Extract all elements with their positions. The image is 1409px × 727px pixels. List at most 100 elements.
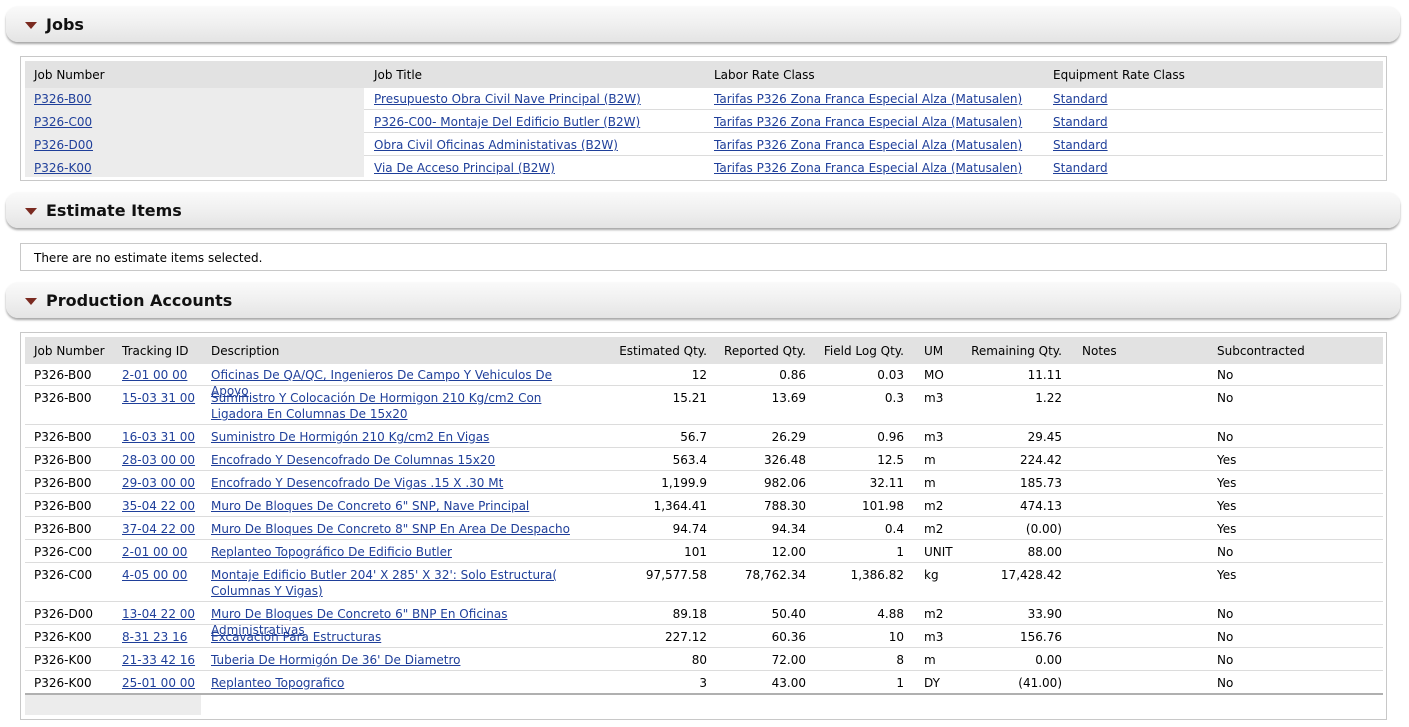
- pa-cell-description-link[interactable]: Oficinas De QA/QC, Ingenieros De Campo Y…: [211, 368, 553, 398]
- production-accounts-section-header[interactable]: Production Accounts: [6, 282, 1400, 318]
- estimate-items-empty-message: There are no estimate items selected.: [34, 251, 263, 265]
- production-accounts-section-title: Production Accounts: [46, 291, 233, 310]
- pa-cell-description-link[interactable]: Suministro De Hormigón 210 Kg/cm2 En Vig…: [211, 430, 490, 444]
- jobs-cell-job-title-link[interactable]: P326-C00- Montaje Del Edificio Butler (B…: [374, 115, 641, 129]
- pa-cell-reported-qty: 13.69: [771, 391, 806, 405]
- jobs-cell-job-title-link[interactable]: Presupuesto Obra Civil Nave Principal (B…: [374, 92, 641, 106]
- pa-row-divider: [25, 539, 1383, 540]
- pa-row-divider: [25, 624, 1383, 625]
- pa-cell-um: m2: [924, 499, 944, 513]
- pa-cell-description-link[interactable]: Muro De Bloques De Concreto 6" BNP En Of…: [211, 607, 508, 637]
- jobs-cell-equipment-rate-class-link[interactable]: Standard: [1053, 161, 1108, 175]
- pa-cell-job-number: P326-K00: [34, 676, 92, 690]
- pa-row-divider: [25, 693, 1383, 695]
- jobs-section-header[interactable]: Jobs: [6, 6, 1400, 42]
- jobs-section-title: Jobs: [46, 15, 84, 34]
- pa-cell-um: MO: [924, 368, 944, 382]
- pa-cell-description-link[interactable]: Muro De Bloques De Concreto 8" SNP En Ar…: [211, 522, 570, 536]
- pa-cell-tracking-id-link[interactable]: 29-03 00 00: [122, 476, 196, 490]
- pa-cell-description-link[interactable]: Muro De Bloques De Concreto 6" SNP, Nave…: [211, 499, 530, 513]
- jobs-cell-labor-rate-class-link[interactable]: Tarifas P326 Zona Franca Especial Alza (…: [714, 161, 1023, 175]
- pa-cell-remaining-qty: 88.00: [1027, 545, 1062, 559]
- jobs-header-equipment-rate-class: Equipment Rate Class: [1053, 68, 1185, 82]
- pa-cell-tracking-id-link[interactable]: 25-01 00 00: [122, 676, 196, 690]
- pa-cell-reported-qty: 0.86: [779, 368, 806, 382]
- estimate-items-section-header[interactable]: Estimate Items: [6, 192, 1400, 228]
- jobs-cell-labor-rate-class-link[interactable]: Tarifas P326 Zona Franca Especial Alza (…: [714, 138, 1023, 152]
- pa-cell-reported-qty: 982.06: [764, 476, 806, 490]
- pa-header-field-log-qty: Field Log Qty.: [823, 344, 904, 358]
- pa-cell-job-number: P326-K00: [34, 653, 92, 667]
- jobs-cell-job-number-link[interactable]: P326-C00: [34, 115, 93, 129]
- pa-cell-remaining-qty: 17,428.42: [1000, 568, 1062, 582]
- jobs-cell-job-number-link[interactable]: P326-D00: [34, 138, 93, 152]
- pa-cell-estimated-qty: 1,364.41: [653, 499, 707, 513]
- jobs-cell-equipment-rate-class-link[interactable]: Standard: [1053, 138, 1108, 152]
- pa-row-divider: [25, 670, 1383, 671]
- pa-cell-tracking-id-link[interactable]: 15-03 31 00: [122, 391, 196, 405]
- pa-cell-remaining-qty: 33.90: [1027, 607, 1062, 621]
- jobs-cell-job-number-link[interactable]: P326-K00: [34, 161, 92, 175]
- pa-cell-description-link[interactable]: Replanteo Topográfico De Edificio Butler: [211, 545, 452, 559]
- pa-cell-remaining-qty: 474.13: [1020, 499, 1062, 513]
- pa-cell-field-log-qty: 0.03: [877, 368, 904, 382]
- pa-cell-estimated-qty: 80: [691, 653, 707, 667]
- pa-cell-tracking-id-link[interactable]: 2-01 00 00: [122, 368, 188, 382]
- pa-header-notes: Notes: [1082, 344, 1117, 358]
- pa-cell-reported-qty: 94.34: [771, 522, 806, 536]
- collapse-triangle-icon[interactable]: [25, 298, 37, 305]
- pa-cell-field-log-qty: 1,386.82: [850, 568, 904, 582]
- pa-cell-description-link[interactable]: Excavación Para Estructuras: [211, 630, 382, 644]
- pa-row-divider: [25, 562, 1383, 563]
- pa-cell-field-log-qty: 8: [896, 653, 904, 667]
- production-accounts-footer-shade: [25, 693, 201, 715]
- pa-cell-reported-qty: 12.00: [771, 545, 806, 559]
- collapse-triangle-icon[interactable]: [25, 22, 37, 29]
- pa-cell-um: m: [924, 453, 936, 467]
- pa-header-description: Description: [211, 344, 280, 358]
- jobs-cell-labor-rate-class-link[interactable]: Tarifas P326 Zona Franca Especial Alza (…: [714, 115, 1023, 129]
- pa-cell-description-link[interactable]: Suministro Y Colocación De Hormigon 210 …: [211, 391, 542, 421]
- estimate-items-panel: There are no estimate items selected.: [20, 243, 1387, 271]
- jobs-cell-equipment-rate-class-link[interactable]: Standard: [1053, 115, 1108, 129]
- pa-cell-tracking-id-link[interactable]: 28-03 00 00: [122, 453, 196, 467]
- collapse-triangle-icon[interactable]: [25, 208, 37, 215]
- jobs-cell-job-title-link[interactable]: Obra Civil Oficinas Administativas (B2W): [374, 138, 618, 152]
- pa-cell-remaining-qty: (0.00): [1025, 522, 1062, 536]
- pa-cell-tracking-id-link[interactable]: 8-31 23 16: [122, 630, 188, 644]
- pa-cell-tracking-id-link[interactable]: 35-04 22 00: [122, 499, 196, 513]
- pa-cell-estimated-qty: 94.74: [672, 522, 707, 536]
- pa-cell-tracking-id-link[interactable]: 4-05 00 00: [122, 568, 188, 582]
- pa-cell-estimated-qty: 3: [699, 676, 707, 690]
- pa-cell-estimated-qty: 97,577.58: [645, 568, 707, 582]
- jobs-first-column-shade: [25, 88, 364, 177]
- pa-cell-subcontracted: No: [1217, 368, 1234, 382]
- pa-cell-subcontracted: No: [1217, 430, 1234, 444]
- pa-cell-field-log-qty: 101.98: [862, 499, 904, 513]
- pa-row-divider: [25, 424, 1383, 425]
- jobs-cell-job-number-link[interactable]: P326-B00: [34, 92, 92, 106]
- pa-cell-remaining-qty: 29.45: [1027, 430, 1062, 444]
- pa-cell-remaining-qty: 224.42: [1020, 453, 1062, 467]
- pa-cell-subcontracted: Yes: [1217, 453, 1237, 467]
- pa-cell-subcontracted: No: [1217, 607, 1234, 621]
- jobs-row-divider: [364, 132, 1383, 133]
- jobs-cell-equipment-rate-class-link[interactable]: Standard: [1053, 92, 1108, 106]
- pa-cell-description-link[interactable]: Replanteo Topografico: [211, 676, 345, 690]
- jobs-cell-labor-rate-class-link[interactable]: Tarifas P326 Zona Franca Especial Alza (…: [714, 92, 1023, 106]
- pa-cell-reported-qty: 788.30: [764, 499, 806, 513]
- pa-cell-tracking-id-link[interactable]: 21-33 42 16: [122, 653, 196, 667]
- pa-cell-description-link[interactable]: Encofrado Y Desencofrado De Columnas 15x…: [211, 453, 496, 467]
- pa-cell-tracking-id-link[interactable]: 37-04 22 00: [122, 522, 196, 536]
- pa-cell-description-link[interactable]: Tuberia De Hormigón De 36' De Diametro: [211, 653, 461, 667]
- pa-cell-tracking-id-link[interactable]: 2-01 00 00: [122, 545, 188, 559]
- pa-cell-tracking-id-link[interactable]: 16-03 31 00: [122, 430, 196, 444]
- pa-cell-description-link[interactable]: Encofrado Y Desencofrado De Vigas .15 X …: [211, 476, 504, 490]
- jobs-cell-job-title-link[interactable]: Via De Acceso Principal (B2W): [374, 161, 555, 175]
- pa-cell-um: m3: [924, 430, 944, 444]
- pa-row-divider: [25, 493, 1383, 494]
- pa-cell-estimated-qty: 89.18: [672, 607, 707, 621]
- production-accounts-panel: Job Number Tracking ID Description Estimate…: [20, 332, 1387, 720]
- pa-cell-tracking-id-link[interactable]: 13-04 22 00: [122, 607, 196, 621]
- pa-cell-description-link[interactable]: Montaje Edificio Butler 204' X 285' X 32…: [211, 568, 558, 598]
